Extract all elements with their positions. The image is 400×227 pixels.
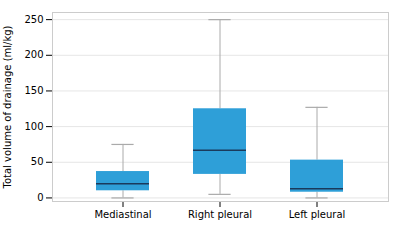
svg-text:150: 150: [24, 85, 43, 96]
svg-text:50: 50: [31, 156, 44, 167]
svg-text:Total volume of drainage (ml/k: Total volume of drainage (ml/kg): [2, 25, 13, 189]
svg-text:Right pleural: Right pleural: [188, 209, 252, 220]
svg-text:Left pleural: Left pleural: [289, 209, 346, 220]
svg-text:0: 0: [37, 192, 43, 203]
svg-text:Mediastinal: Mediastinal: [94, 209, 151, 220]
svg-text:200: 200: [24, 49, 43, 60]
svg-text:100: 100: [24, 121, 43, 132]
svg-text:250: 250: [24, 14, 43, 25]
